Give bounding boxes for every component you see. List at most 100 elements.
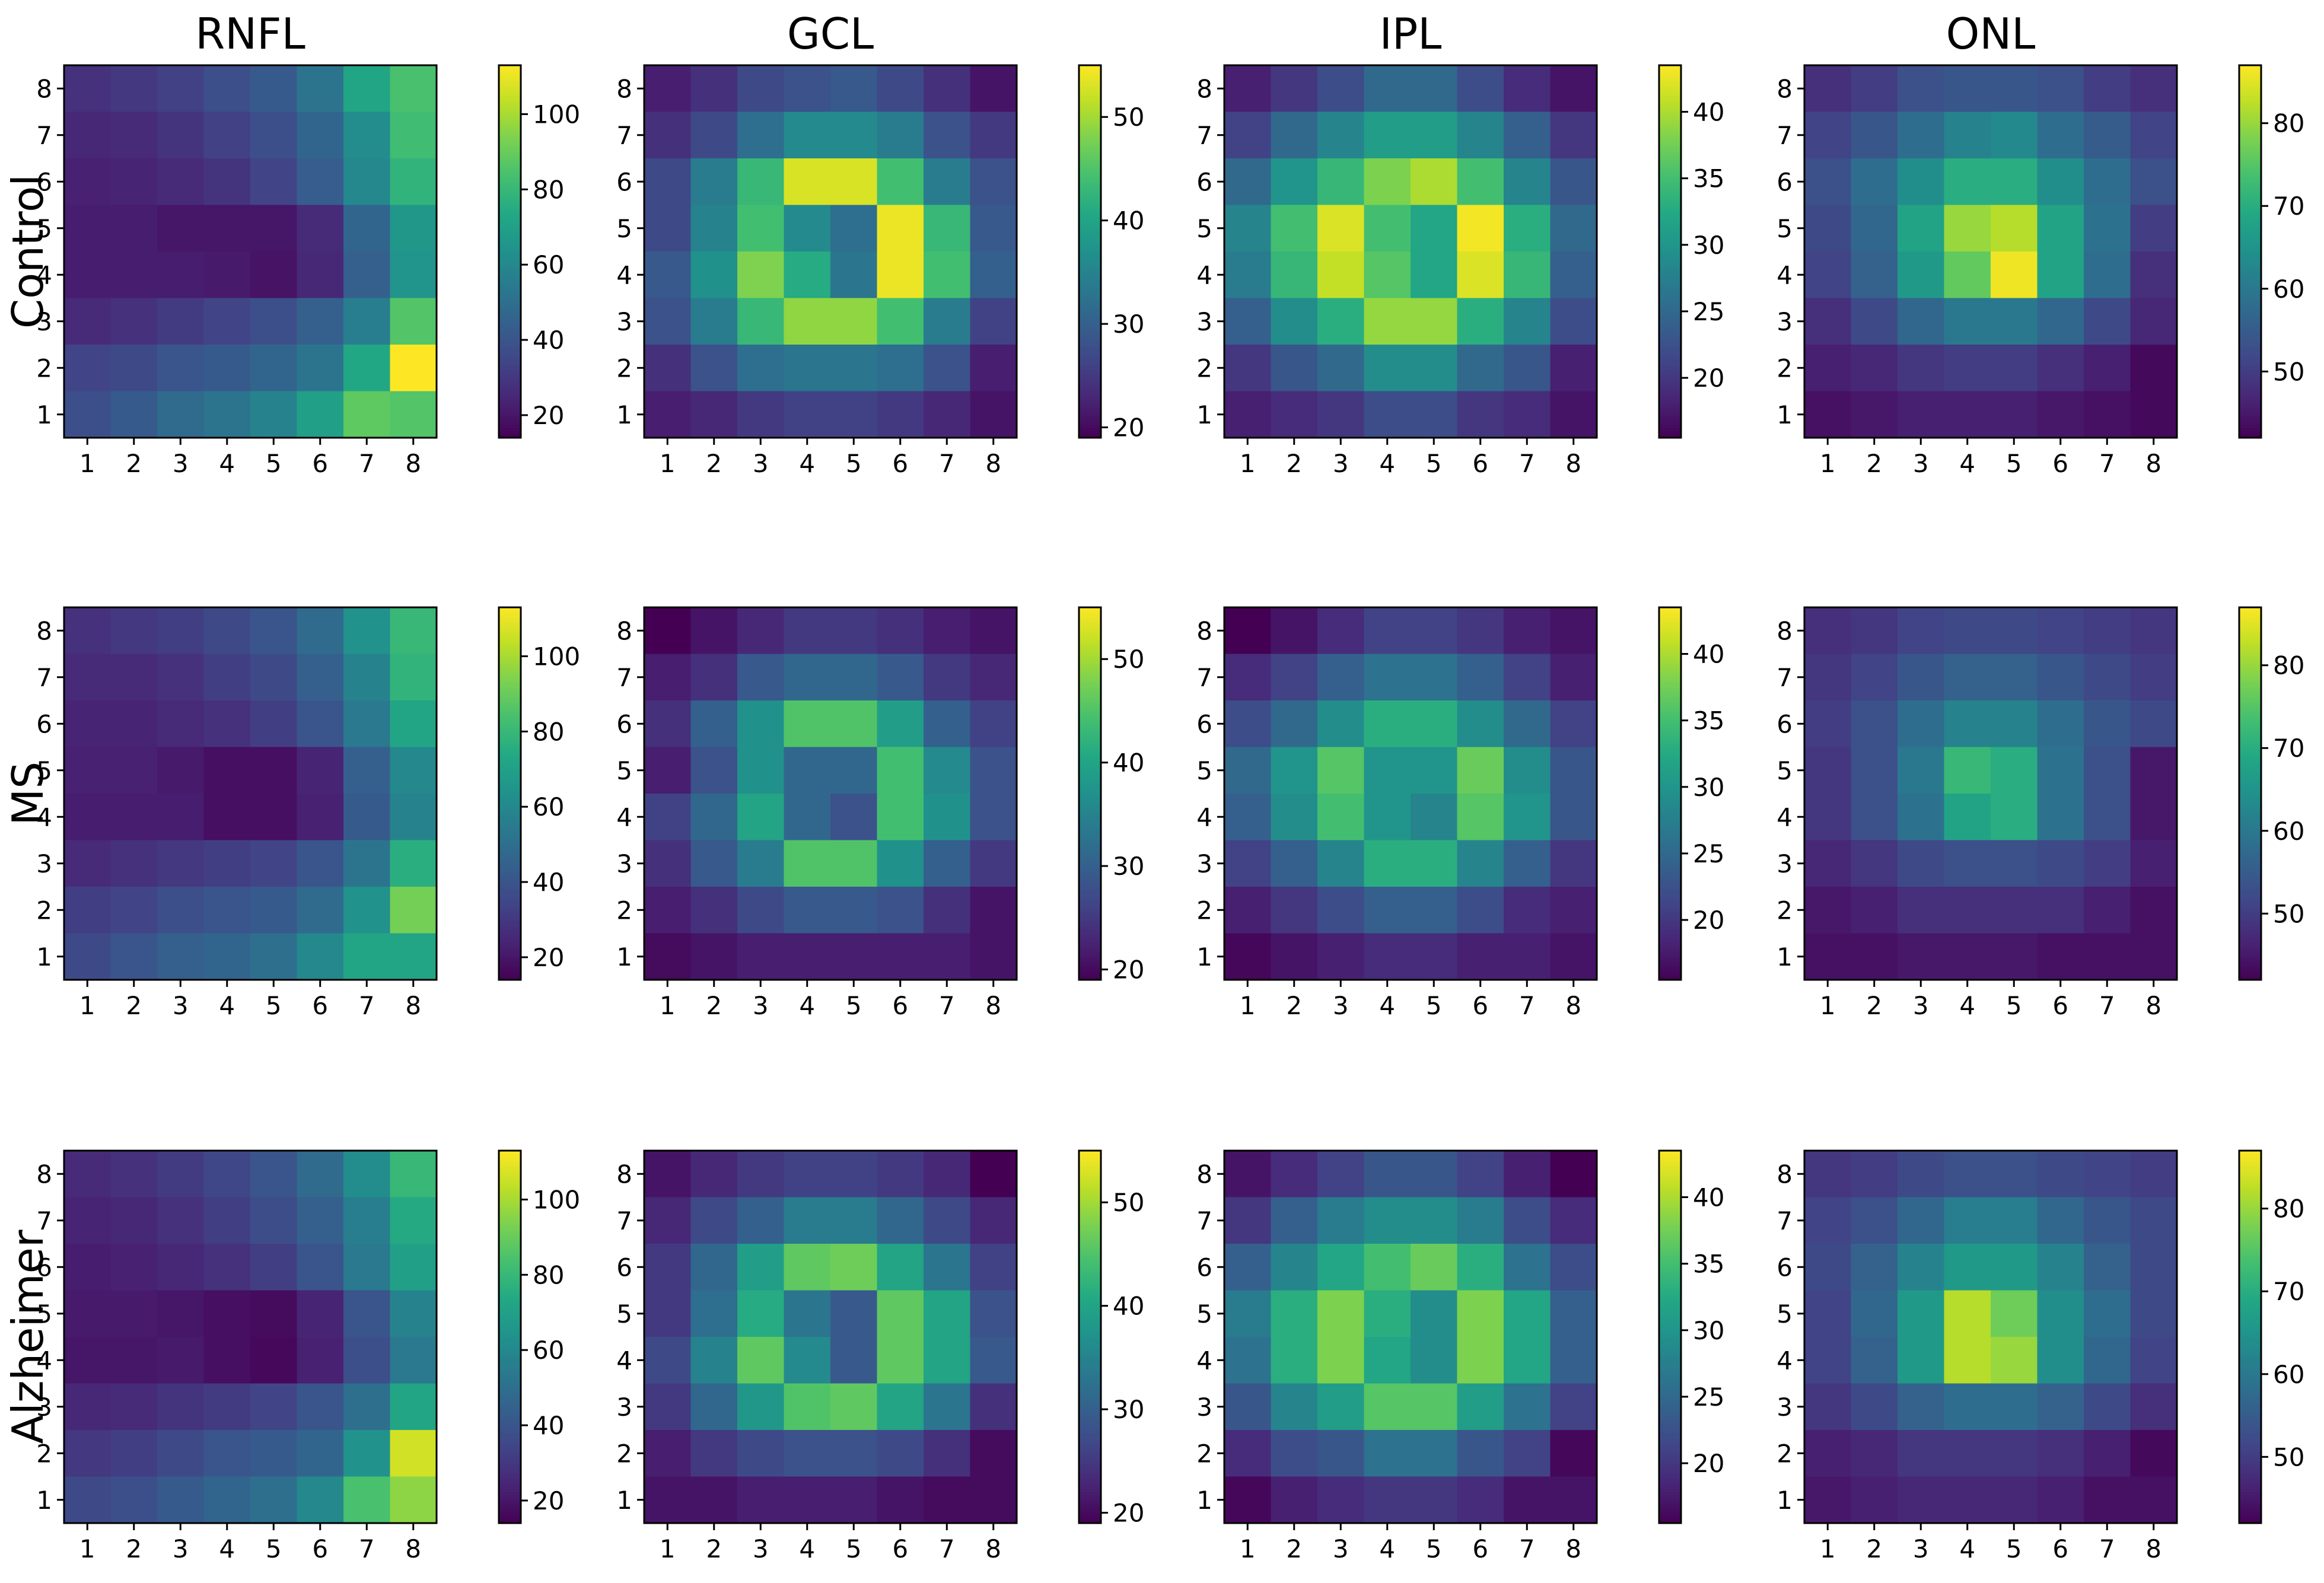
- colorbar-swatch: [2239, 843, 2261, 847]
- colorbar-swatch: [1659, 1272, 1681, 1276]
- colorbar-swatch: [499, 394, 521, 398]
- cell-ms-ipl-x7-y1: [1504, 933, 1551, 980]
- colorbar-swatch: [1079, 632, 1101, 636]
- colorbar-swatch: [2239, 855, 2261, 859]
- cell-alzheimer-gcl-x1-y3: [644, 1383, 692, 1431]
- cell-control-onl-x4-y1: [1944, 391, 1991, 438]
- x-tick-label: 2: [706, 991, 722, 1020]
- colorbar-swatch: [1659, 902, 1681, 906]
- cell-ms-rnfl-x4-y4: [203, 794, 251, 841]
- colorbar-swatch: [2239, 731, 2261, 735]
- colorbar-swatch: [499, 1343, 521, 1347]
- colorbar-swatch: [2239, 1172, 2261, 1176]
- colorbar-swatch: [499, 199, 521, 203]
- colorbar-swatch: [2239, 815, 2261, 819]
- cell-ms-gcl-x2-y6: [690, 700, 738, 748]
- colorbar-swatch: [1079, 77, 1101, 81]
- cell-ms-rnfl-x6-y1: [297, 933, 344, 980]
- cell-alzheimer-rnfl-x8-y1: [390, 1476, 437, 1524]
- cell-ms-rnfl-x8-y7: [390, 654, 437, 701]
- colorbar-swatch: [499, 1203, 521, 1207]
- colorbar-swatch: [499, 363, 521, 367]
- cell-alzheimer-rnfl-x8-y4: [390, 1337, 437, 1384]
- colorbar-swatch: [1079, 927, 1101, 931]
- cell-ms-ipl-x6-y6: [1457, 700, 1504, 748]
- colorbar-swatch: [1079, 84, 1101, 88]
- cell-alzheimer-ipl-x6-y4: [1457, 1337, 1504, 1384]
- colorbar-swatch: [1659, 837, 1681, 841]
- cell-ms-rnfl-x5-y1: [250, 933, 298, 980]
- colorbar-swatch: [499, 1287, 521, 1291]
- colorbar-swatch: [1659, 1430, 1681, 1434]
- colorbar-swatch: [1079, 759, 1101, 763]
- colorbar-swatch: [499, 1247, 521, 1251]
- colorbar-swatch: [2239, 657, 2261, 661]
- colorbar-swatch: [1079, 663, 1101, 667]
- colorbar-swatch: [1659, 669, 1681, 673]
- colorbar-swatch: [499, 1231, 521, 1235]
- cell-control-ipl-x5-y7: [1411, 112, 1458, 159]
- cell-ms-gcl-x1-y3: [644, 840, 692, 887]
- axes-frame: [1803, 64, 2178, 439]
- colorbar-swatch: [1659, 1408, 1681, 1412]
- cell-ms-ipl-x1-y6: [1224, 700, 1272, 748]
- colorbar-swatch: [1659, 936, 1681, 940]
- cell-control-onl-x8-y4: [2130, 251, 2177, 299]
- cell-ms-rnfl-x1-y6: [64, 700, 112, 748]
- cell-control-onl-x1-y4: [1804, 251, 1852, 299]
- axes-frame: [643, 606, 1018, 981]
- cell-alzheimer-ipl-x7-y4: [1504, 1337, 1551, 1384]
- colorbar-swatch: [1079, 1231, 1101, 1235]
- x-tick-label: 5: [2006, 991, 2022, 1020]
- colorbar-swatch: [1079, 1234, 1101, 1238]
- cell-alzheimer-onl-x4-y3: [1944, 1383, 1991, 1431]
- colorbar-swatch: [2239, 391, 2261, 395]
- colorbar-swatch: [1079, 1349, 1101, 1353]
- cell-alzheimer-onl-x8-y3: [2130, 1383, 2177, 1431]
- colorbar-swatch: [1079, 619, 1101, 623]
- colorbar-swatch: [1659, 1293, 1681, 1297]
- colorbar-swatch: [499, 1371, 521, 1375]
- cell-alzheimer-onl-x8-y7: [2130, 1197, 2177, 1244]
- y-tick-label: 3: [616, 849, 632, 878]
- cell-alzheimer-ipl-x8-y5: [1550, 1290, 1597, 1337]
- cell-control-onl-x1-y3: [1804, 298, 1852, 345]
- cell-alzheimer-onl-x6-y4: [2037, 1337, 2084, 1384]
- colorbar-swatch: [1079, 784, 1101, 788]
- colorbar-swatch: [499, 716, 521, 720]
- cell-alzheimer-onl-x3-y7: [1898, 1197, 1945, 1244]
- cell-control-ipl-x4-y3: [1364, 298, 1411, 345]
- colorbar-swatch: [2239, 127, 2261, 131]
- colorbar-swatch: [1079, 1504, 1101, 1508]
- cell-ms-onl-x5-y6: [1991, 700, 2038, 748]
- colorbar-swatch: [2239, 71, 2261, 75]
- cell-ms-ipl-x8-y1: [1550, 933, 1597, 980]
- cell-alzheimer-ipl-x4-y1: [1364, 1476, 1411, 1524]
- colorbar-swatch: [1659, 818, 1681, 822]
- cell-control-gcl-x7-y2: [924, 345, 971, 392]
- colorbar-swatch: [499, 772, 521, 776]
- colorbar-swatch: [499, 961, 521, 965]
- colorbar-swatch: [1079, 644, 1101, 648]
- colorbar-swatch: [499, 1181, 521, 1186]
- cell-control-onl-x1-y8: [1804, 65, 1852, 113]
- colorbar-swatch: [1079, 1368, 1101, 1372]
- colorbar-swatch: [1079, 1420, 1101, 1425]
- colorbar-swatch: [1659, 292, 1681, 296]
- cell-alzheimer-ipl-x8-y8: [1550, 1151, 1597, 1198]
- cell-control-rnfl-x6-y5: [297, 205, 344, 252]
- cell-alzheimer-ipl-x2-y7: [1271, 1197, 1318, 1244]
- colorbar-swatch: [2239, 1426, 2261, 1431]
- y-tick-label: 2: [1777, 1439, 1793, 1468]
- cell-alzheimer-onl-x4-y2: [1944, 1430, 1991, 1477]
- cell-alzheimer-onl-x7-y1: [2084, 1476, 2131, 1524]
- cell-control-gcl-x6-y6: [877, 158, 924, 206]
- colorbar-swatch: [1659, 167, 1681, 171]
- x-tick-label: 8: [2145, 1534, 2161, 1563]
- colorbar-swatch: [2239, 945, 2261, 950]
- colorbar-swatch: [2239, 1225, 2261, 1229]
- cell-control-rnfl-x5-y5: [250, 205, 298, 252]
- cell-alzheimer-ipl-x7-y1: [1504, 1476, 1551, 1524]
- colorbar-swatch: [499, 865, 521, 869]
